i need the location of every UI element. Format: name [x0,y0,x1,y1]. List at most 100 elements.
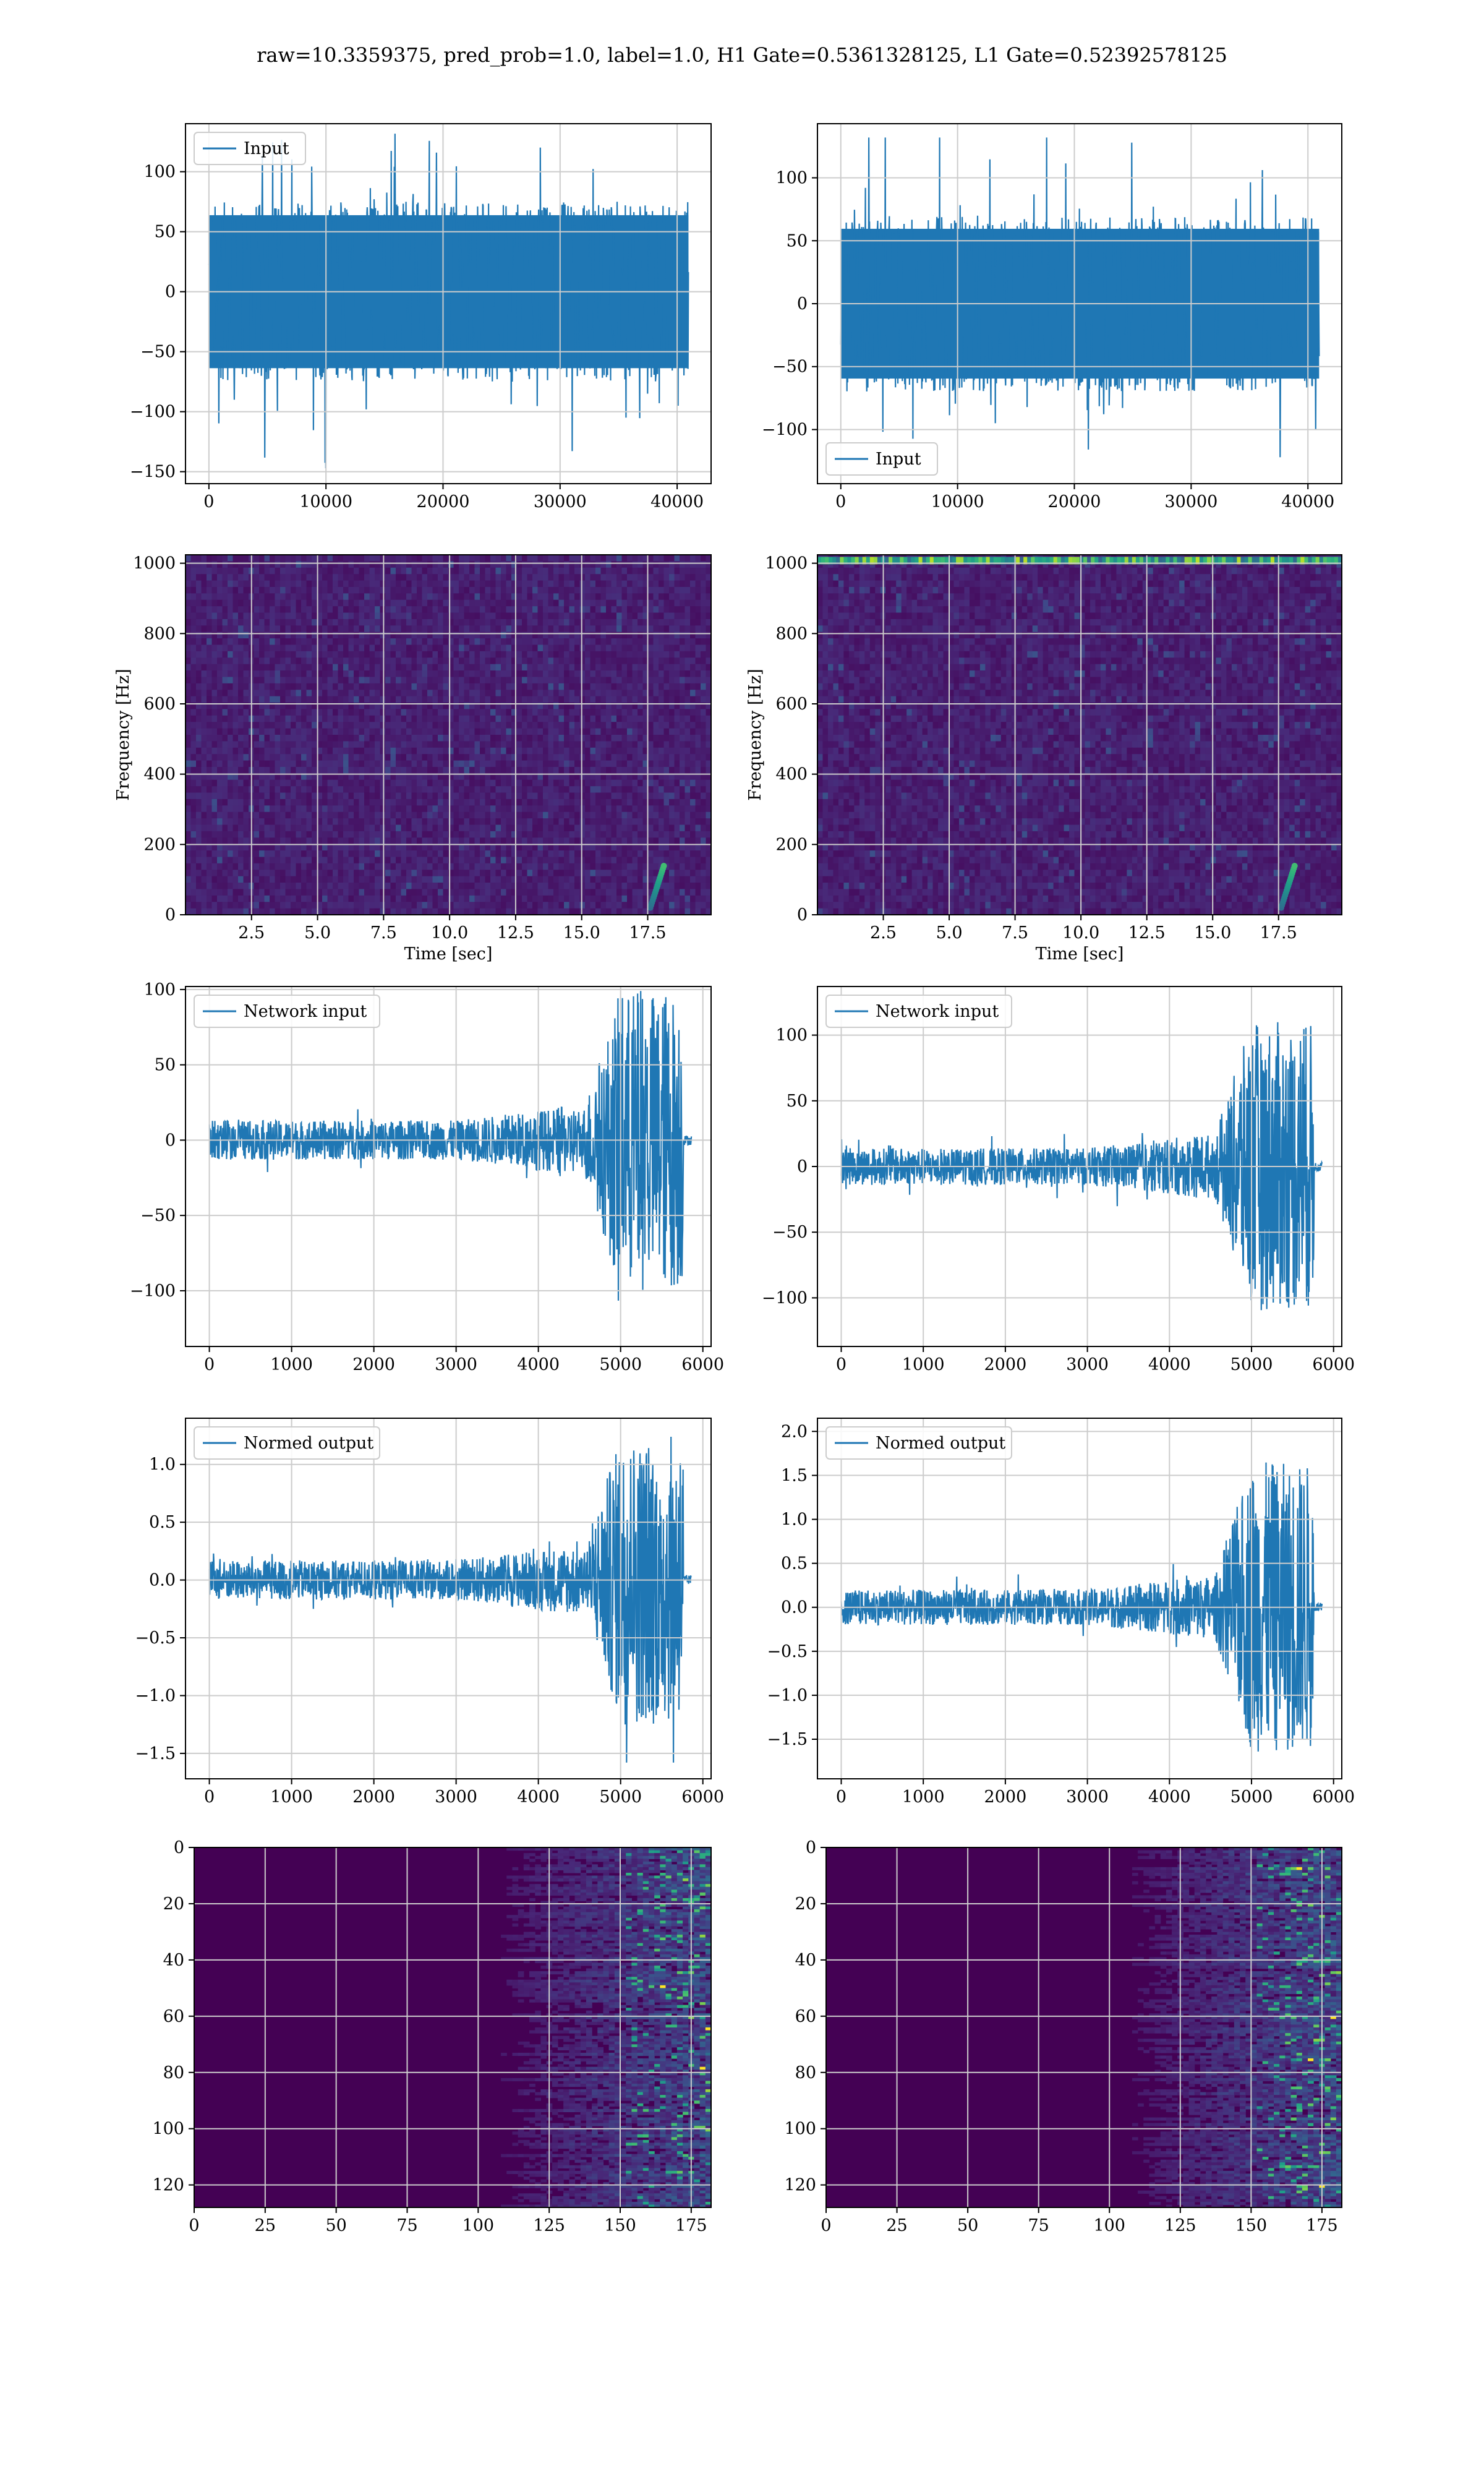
spectrogram-cell [417,786,423,794]
spectrogram-cell [506,798,512,806]
spectrogram-cell [406,735,412,742]
spectrogram-cell [469,779,475,787]
spectrogram-cell [327,786,333,794]
spectrogram-cell [516,580,522,588]
spectrogram-cell [669,593,675,601]
spectrogram-cell [232,747,239,755]
spectrogram-cell [553,606,560,614]
spectrogram-cell [648,651,654,658]
spectrogram-cell [411,747,417,755]
spectrogram-cell [207,625,213,633]
spectrogram-cell [690,863,696,870]
spectrogram-cell [606,593,612,601]
spectrogram-cell [390,651,396,658]
spectrogram-cell [343,690,349,697]
spectrogram-cell [674,644,680,652]
spectrogram-cell [501,670,507,678]
spectrogram-cell [417,612,423,620]
spectrogram-cell [648,786,654,794]
spectrogram-cell [232,773,239,781]
spectrogram-cell [243,664,249,671]
spectrogram-cell [579,670,586,678]
spectrogram-cell [674,818,680,826]
spectrogram-cell [369,735,375,742]
spectrogram-cell [327,844,333,851]
spectrogram-cell [543,850,549,858]
spectrogram-cell [648,664,654,671]
spectrogram-cell [301,754,307,761]
spectrogram-cell [317,651,323,658]
spectrogram-cell [706,735,711,742]
spectrogram-cell [380,709,386,716]
spectrogram-cell [222,555,228,562]
spectrogram-cell [590,586,596,594]
spectrogram-cell [522,696,528,703]
spectrogram-cell [495,786,501,794]
spectrogram-cell [232,824,239,832]
spectrogram-cell [275,664,281,671]
spectrogram-cell [406,625,412,633]
spectrogram-cell [590,735,596,742]
spectrogram-cell [296,773,302,781]
spectrogram-cell [211,696,218,703]
spectrogram-cell [338,618,344,626]
spectrogram-cell [506,837,512,845]
spectrogram-cell [527,644,533,652]
spectrogram-cell [595,580,602,588]
spectrogram-cell [322,677,328,684]
spectrogram-cell [553,837,560,845]
spectrogram-cell [569,683,575,690]
spectrogram-cell [406,805,412,813]
spectrogram-cell [616,651,623,658]
spectrogram-cell [228,824,234,832]
spectrogram-cell [543,561,549,568]
spectrogram-cell [396,850,402,858]
spectrogram-cell [196,760,202,768]
spectrogram-cell [611,728,617,735]
spectrogram-cell [627,831,633,838]
spectrogram-cell [474,818,480,826]
spectrogram-cell [558,703,565,710]
spectrogram-cell [375,651,381,658]
spectrogram-cell [485,683,491,690]
spectrogram-cell [338,651,344,658]
spectrogram-cell [674,599,680,607]
spectrogram-cell [590,683,596,690]
spectrogram-cell [401,824,407,832]
spectrogram-cell [238,677,244,684]
spectrogram-cell [317,805,323,813]
spectrogram-cell [448,792,454,800]
spectrogram-cell [495,567,501,575]
spectrogram-cell [422,786,428,794]
spectrogram-cell [516,657,522,665]
spectrogram-cell [333,555,339,562]
spectrogram-cell [632,561,638,568]
spectrogram-cell [312,741,318,748]
spectrogram-cell [663,779,670,787]
spectrogram-cell [522,651,528,658]
spectrogram-cell [459,805,465,813]
spectrogram-cell [196,870,202,877]
spectrogram-cell [684,837,691,845]
spectrogram-cell [695,760,701,768]
spectrogram-cell [611,664,617,671]
spectrogram-cell [322,567,328,575]
spectrogram-cell [338,606,344,614]
spectrogram-cell [411,844,417,851]
spectrogram-cell [232,618,239,626]
spectrogram-cell [354,857,360,864]
spectrogram-cell [669,728,675,735]
spectrogram-cell [638,779,644,787]
spectrogram-cell [701,760,707,768]
spectrogram-cell [663,618,670,626]
spectrogram-cell [396,792,402,800]
spectrogram-cell [406,703,412,710]
spectrogram-cell [270,766,276,774]
spectrogram-cell [186,574,192,581]
spectrogram-cell [296,670,302,678]
spectrogram-cell [522,586,528,594]
spectrogram-cell [448,760,454,768]
spectrogram-cell [522,561,528,568]
spectrogram-cell [401,805,407,813]
spectrogram-cell [511,779,518,787]
